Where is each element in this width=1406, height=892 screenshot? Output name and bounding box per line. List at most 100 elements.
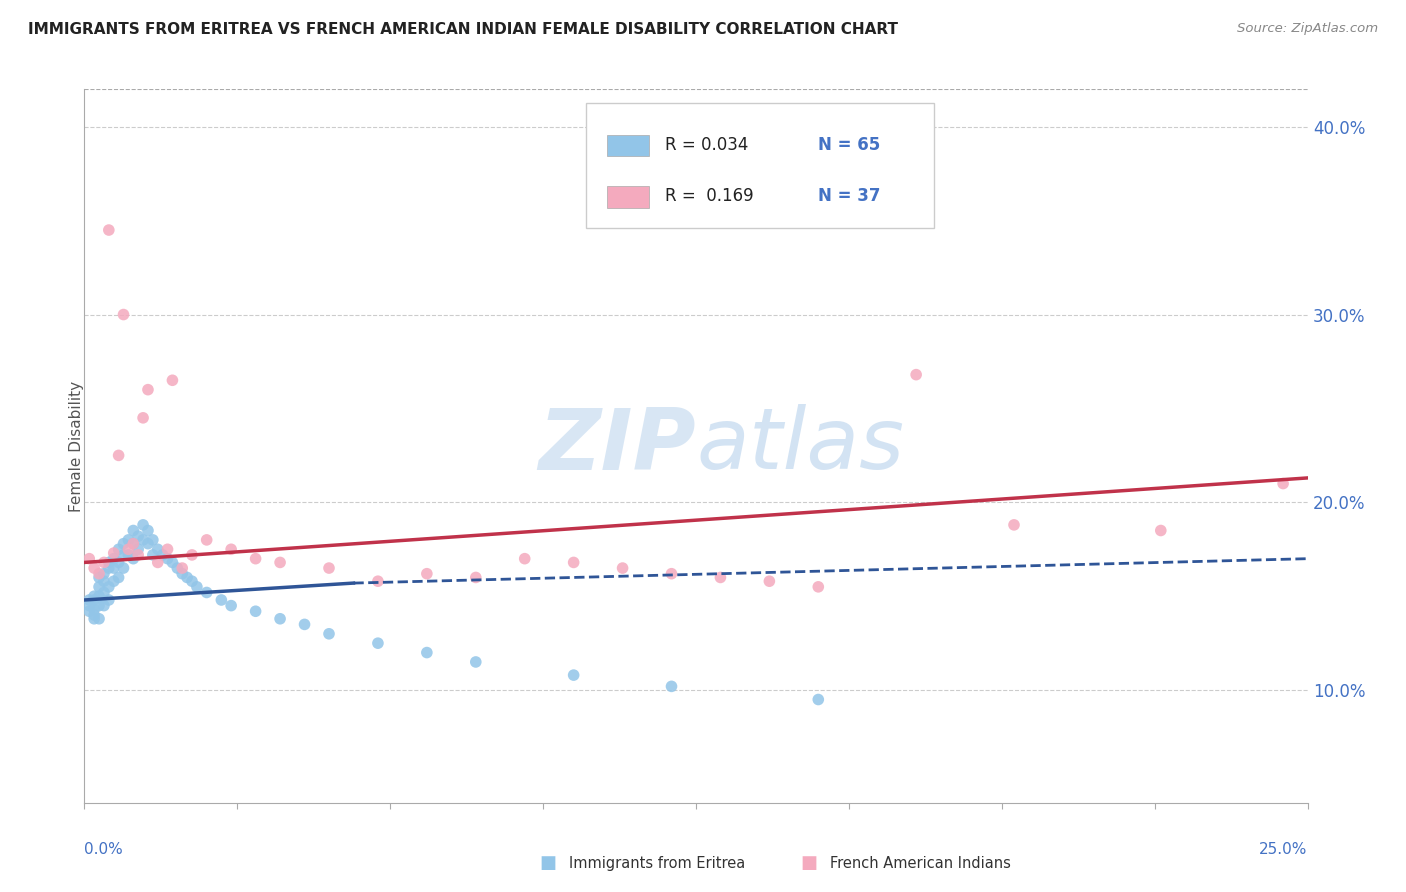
Point: [107, 556, 129, 570]
Point: [162, 556, 184, 570]
Text: N = 37: N = 37: [818, 187, 880, 205]
Text: ■: ■: [800, 855, 817, 872]
Point: [107, 570, 129, 584]
Bar: [606, 135, 650, 156]
Point: [1150, 524, 1173, 538]
Point: [93, 566, 115, 581]
Point: [83, 593, 105, 607]
Point: [93, 585, 115, 599]
Point: [136, 536, 159, 550]
Point: [87, 589, 110, 603]
Point: [87, 612, 110, 626]
Point: [87, 570, 110, 584]
Point: [758, 574, 780, 589]
Point: [156, 542, 179, 557]
Point: [117, 542, 139, 557]
Point: [709, 570, 731, 584]
Bar: [606, 186, 650, 208]
Point: [103, 551, 125, 566]
Point: [562, 556, 585, 570]
Point: [97, 580, 120, 594]
Point: [93, 574, 115, 589]
Point: [142, 548, 165, 562]
Point: [209, 593, 232, 607]
Point: [103, 561, 125, 575]
Point: [83, 612, 105, 626]
FancyBboxPatch shape: [586, 103, 935, 228]
Point: [195, 533, 218, 547]
Point: [318, 561, 340, 575]
Point: [245, 604, 267, 618]
Point: [136, 524, 159, 538]
Point: [103, 546, 125, 560]
Text: N = 65: N = 65: [818, 136, 880, 153]
Point: [83, 602, 105, 616]
Text: French American Indians: French American Indians: [830, 856, 1011, 871]
Point: [112, 536, 135, 550]
Text: IMMIGRANTS FROM ERITREA VS FRENCH AMERICAN INDIAN FEMALE DISABILITY CORRELATION : IMMIGRANTS FROM ERITREA VS FRENCH AMERIC…: [28, 22, 898, 37]
Point: [416, 566, 439, 581]
Point: [612, 561, 634, 575]
Point: [112, 561, 135, 575]
Point: [181, 574, 204, 589]
Point: [77, 593, 100, 607]
Point: [269, 556, 291, 570]
Point: [132, 410, 155, 425]
Point: [122, 524, 145, 538]
Point: [661, 566, 683, 581]
Point: [87, 580, 110, 594]
Point: [146, 556, 169, 570]
Point: [269, 612, 291, 626]
Point: [107, 449, 129, 463]
Point: [83, 607, 105, 622]
Point: [142, 533, 165, 547]
Point: [77, 551, 100, 566]
Point: [661, 679, 683, 693]
Point: [219, 599, 242, 613]
Point: [1272, 476, 1295, 491]
Point: [127, 529, 149, 543]
Text: Source: ZipAtlas.com: Source: ZipAtlas.com: [1237, 22, 1378, 36]
Point: [807, 580, 830, 594]
Point: [97, 556, 120, 570]
Point: [166, 561, 188, 575]
Point: [97, 223, 120, 237]
Y-axis label: Female Disability: Female Disability: [69, 380, 83, 512]
Point: [122, 536, 145, 550]
Text: ■: ■: [540, 855, 557, 872]
Point: [318, 627, 340, 641]
Point: [367, 574, 389, 589]
Point: [136, 383, 159, 397]
Point: [905, 368, 928, 382]
Point: [77, 599, 100, 613]
Point: [122, 536, 145, 550]
Point: [152, 548, 174, 562]
Point: [186, 580, 208, 594]
Point: [93, 599, 115, 613]
Point: [807, 692, 830, 706]
Point: [162, 373, 184, 387]
Text: R =  0.169: R = 0.169: [665, 187, 754, 205]
Point: [87, 599, 110, 613]
Point: [103, 574, 125, 589]
Point: [132, 517, 155, 532]
Point: [156, 551, 179, 566]
Point: [464, 570, 486, 584]
Point: [117, 548, 139, 562]
Point: [294, 617, 316, 632]
Point: [1002, 517, 1025, 532]
Point: [122, 551, 145, 566]
Point: [83, 589, 105, 603]
Point: [97, 593, 120, 607]
Point: [97, 561, 120, 575]
Point: [367, 636, 389, 650]
Text: atlas: atlas: [696, 404, 904, 488]
Point: [464, 655, 486, 669]
Point: [146, 542, 169, 557]
Point: [172, 566, 194, 581]
Point: [87, 566, 110, 581]
Point: [132, 533, 155, 547]
Point: [77, 604, 100, 618]
Point: [107, 542, 129, 557]
Point: [127, 548, 149, 562]
